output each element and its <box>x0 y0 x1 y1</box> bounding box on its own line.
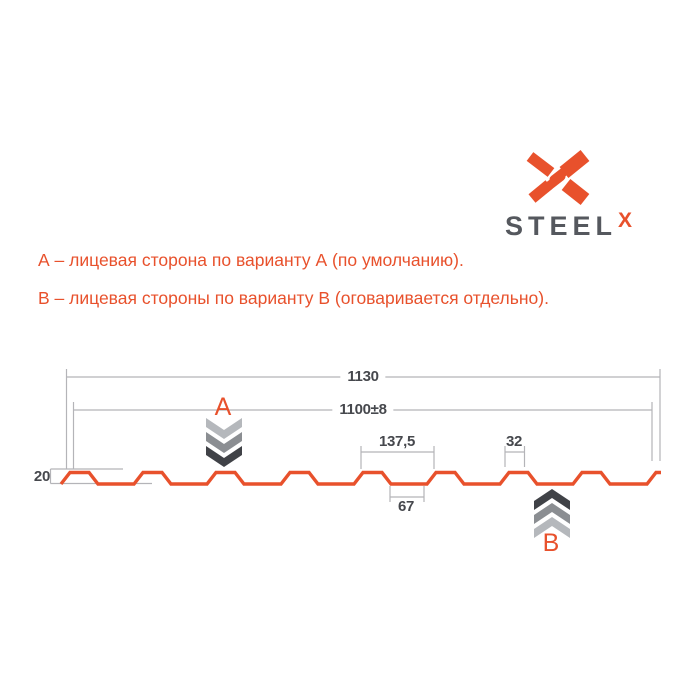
steelx-logo: STEEL X <box>505 147 655 247</box>
logo-text-x: X <box>618 209 633 232</box>
logo-wordmark: STEEL X <box>505 209 633 241</box>
dim-cover-width: 1100±8 <box>332 402 394 418</box>
chevrons-a-down <box>206 418 242 467</box>
note-variant-a: А – лицевая сторона по варианту А (по ум… <box>38 250 464 270</box>
marker-b-label: В <box>542 529 560 557</box>
dim-rib-pitch: 137,5 <box>378 433 416 450</box>
logo-text-steel: STEEL <box>505 211 618 241</box>
dim-overall-width: 1130 <box>340 369 386 385</box>
chevrons-b-up <box>534 489 570 538</box>
note-variant-b: В – лицевая стороны по варианту В (огова… <box>38 288 549 308</box>
steelx-x-icon <box>526 150 590 205</box>
dim-profile-height: 20 <box>33 468 50 485</box>
sheet-profile-line <box>59 470 661 486</box>
dim-valley-width: 67 <box>397 498 415 515</box>
dim-rib-top-width: 32 <box>505 433 523 450</box>
marker-a-label: А <box>214 393 232 421</box>
